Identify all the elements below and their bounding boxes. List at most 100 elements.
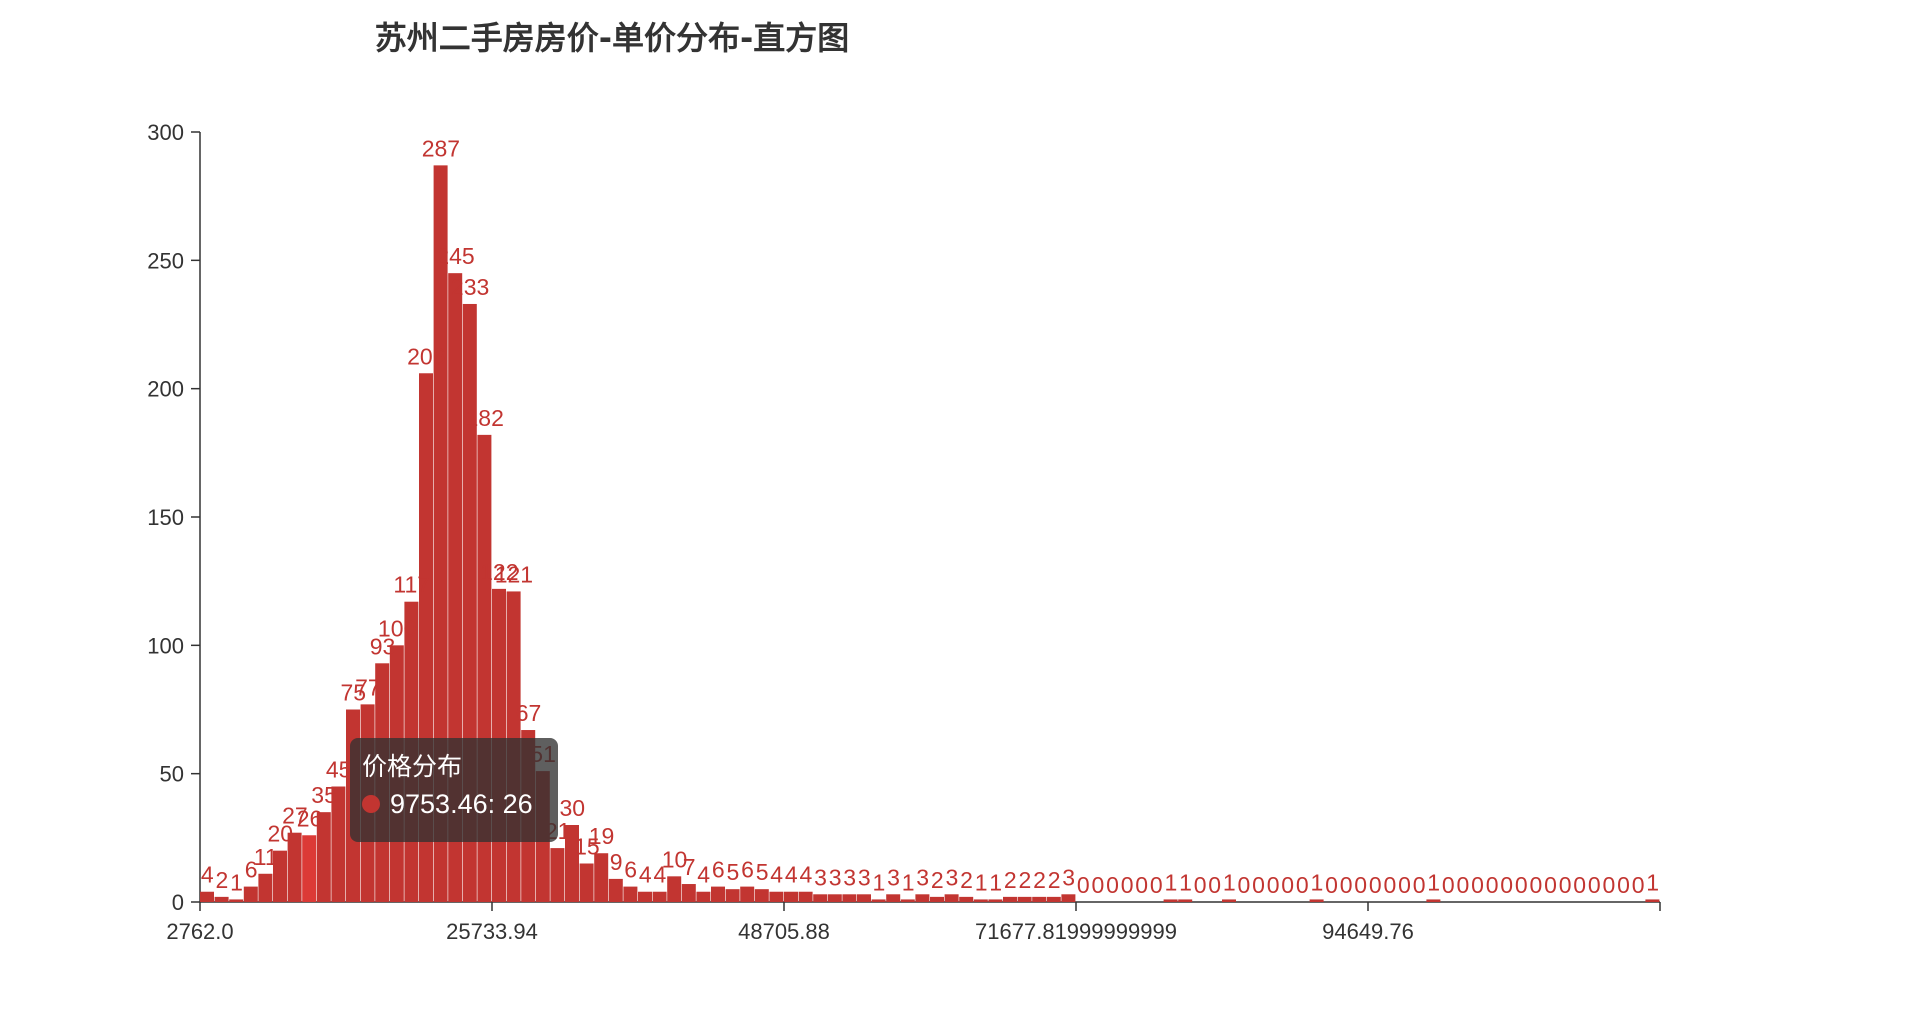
bar-value-label: 245 <box>436 243 474 269</box>
bar-value-label: 1 <box>1427 869 1440 895</box>
bar-value-label: 4 <box>654 862 667 888</box>
bar-value-label: 2 <box>1004 867 1017 893</box>
bar-value-label: 206 <box>407 343 445 369</box>
bar-value-label: 26 <box>297 805 323 831</box>
histogram-bar[interactable] <box>973 899 988 902</box>
histogram-bar[interactable] <box>200 891 214 902</box>
bar-value-label: 0 <box>1267 872 1280 898</box>
histogram-bar[interactable] <box>1017 896 1032 902</box>
bar-value-label: 1 <box>1646 869 1659 895</box>
bar-value-label: 75 <box>341 680 367 706</box>
bar-value-label: 4 <box>770 862 783 888</box>
histogram-bar[interactable] <box>652 891 667 902</box>
histogram-bar[interactable] <box>988 899 1003 902</box>
bar-value-label: 6 <box>245 857 258 883</box>
histogram-bar[interactable] <box>214 896 229 902</box>
bar-value-label: 0 <box>1413 872 1426 898</box>
histogram-bar[interactable] <box>302 835 317 902</box>
histogram-bar[interactable] <box>740 886 755 902</box>
histogram-bar[interactable] <box>243 886 258 902</box>
histogram-bar[interactable] <box>1222 899 1236 902</box>
bar-value-label: 77 <box>355 674 381 700</box>
bar-value-label: 1 <box>989 869 1002 895</box>
histogram-bar[interactable] <box>886 894 901 902</box>
bar-value-label: 0 <box>1398 872 1411 898</box>
histogram-bar[interactable] <box>1032 896 1047 902</box>
y-tick-label: 150 <box>147 505 184 530</box>
histogram-bar[interactable] <box>229 899 244 902</box>
histogram-bar[interactable] <box>798 891 813 902</box>
tooltip: 价格分布 9753.46: 26 <box>350 738 558 842</box>
histogram-bar[interactable] <box>871 899 886 902</box>
histogram-bar[interactable] <box>725 889 740 902</box>
x-axis: 2762.0 25733.94 48705.88 71677.81999999999 9… <box>166 901 1661 944</box>
histogram-bar[interactable] <box>769 891 784 902</box>
histogram-bar[interactable] <box>827 894 842 902</box>
bar-value-label: 4 <box>697 862 710 888</box>
histogram-bar[interactable] <box>287 832 302 902</box>
histogram-bar[interactable] <box>754 889 769 902</box>
bar-value-label: 2 <box>931 867 944 893</box>
x-tick-label: 94649.76 <box>1322 919 1414 944</box>
histogram-bar[interactable] <box>594 853 609 902</box>
histogram-bar[interactable] <box>959 896 974 902</box>
bar-value-label: 0 <box>1325 872 1338 898</box>
histogram-bar[interactable] <box>1178 899 1193 902</box>
bar-value-label: 0 <box>1281 872 1294 898</box>
histogram-bar[interactable] <box>258 873 273 902</box>
bar-value-label: 0 <box>1208 872 1221 898</box>
bar-value-label: 3 <box>858 864 871 890</box>
bar-value-label: 3 <box>887 864 900 890</box>
bar-value-label: 1 <box>975 869 988 895</box>
histogram-bar[interactable] <box>857 894 871 902</box>
bar-value-label: 30 <box>560 795 586 821</box>
histogram-bar[interactable] <box>1003 896 1017 902</box>
bar-value-label: 6 <box>624 857 637 883</box>
bar-value-label: 1 <box>1223 869 1236 895</box>
histogram-bar[interactable] <box>681 884 696 902</box>
histogram-bar[interactable] <box>579 863 594 903</box>
y-tick-label: 0 <box>172 890 184 915</box>
histogram-bar[interactable] <box>1163 899 1178 902</box>
histogram-bar[interactable] <box>944 894 959 902</box>
histogram-bar[interactable] <box>696 891 711 902</box>
y-tick-label: 50 <box>160 762 184 787</box>
bar-value-label: 0 <box>1573 872 1586 898</box>
histogram-bar[interactable] <box>667 876 682 902</box>
histogram-bar[interactable] <box>316 812 331 902</box>
histogram-bar[interactable] <box>900 899 915 902</box>
bar-value-label: 20 <box>268 821 294 847</box>
bar-value-label: 122 <box>480 559 518 585</box>
histogram-bar[interactable] <box>930 896 944 902</box>
bar-value-label: 0 <box>1296 872 1309 898</box>
bar-value-label: 287 <box>422 135 460 161</box>
histogram-bar[interactable] <box>638 891 652 902</box>
histogram-bar[interactable] <box>433 165 448 902</box>
histogram-bar[interactable] <box>813 894 828 902</box>
histogram-bar[interactable] <box>1426 899 1441 902</box>
histogram-bar[interactable] <box>331 786 346 903</box>
data-labels-group: 4 2 1 6112027263545757793100117206287245233… <box>201 135 1659 898</box>
histogram-bar[interactable] <box>608 878 623 902</box>
histogram-bar[interactable] <box>1309 899 1324 902</box>
chart-title: 苏州二手房房价-单价分布-直方图 <box>375 19 850 57</box>
bar-value-label: 3 <box>916 864 929 890</box>
histogram-bar[interactable] <box>842 894 857 902</box>
histogram-bar[interactable] <box>1645 899 1660 902</box>
bar-value-label: 93 <box>370 633 396 659</box>
histogram-bar[interactable] <box>273 850 287 902</box>
histogram-bar[interactable] <box>623 886 638 902</box>
histogram-bar[interactable] <box>915 894 930 902</box>
bar-value-label: 1 <box>1165 869 1178 895</box>
histogram-bar[interactable] <box>550 848 565 902</box>
histogram-bar[interactable] <box>1046 896 1061 902</box>
histogram-bar[interactable] <box>1061 894 1076 902</box>
histogram-bar[interactable] <box>711 886 725 902</box>
bar-value-label: 2 <box>1048 867 1061 893</box>
bar-value-label: 27 <box>282 803 308 829</box>
bar-value-label: 0 <box>1077 872 1090 898</box>
histogram-bar[interactable] <box>565 825 579 902</box>
histogram-bar[interactable] <box>784 891 798 902</box>
bar-value-label: 0 <box>1588 872 1601 898</box>
bar-value-label: 5 <box>756 859 769 885</box>
